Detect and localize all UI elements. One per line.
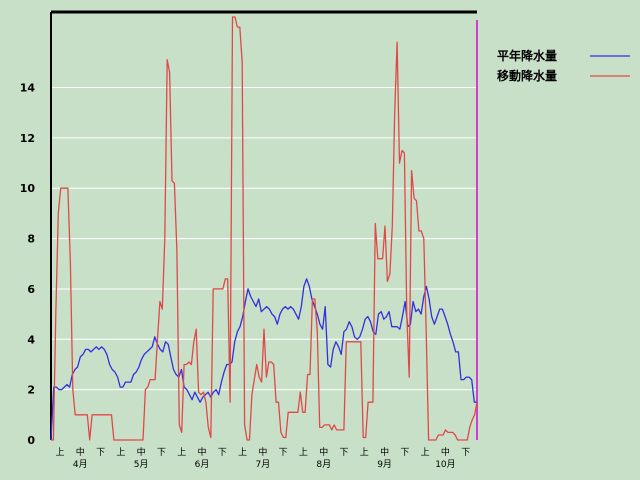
month-label: 7月 (255, 459, 270, 470)
x-tick-label: 中 (380, 446, 389, 458)
legend-label: 平年降水量 (497, 48, 557, 63)
x-tick-label: 中 (197, 446, 206, 458)
x-tick-label: 上 (360, 447, 369, 458)
y-tick-label: 12 (20, 132, 35, 145)
month-label: 10月 (435, 459, 455, 470)
x-tick-label: 中 (441, 446, 450, 458)
month-label: 4月 (73, 459, 88, 470)
x-tick-label: 下 (157, 448, 166, 458)
x-tick-label: 下 (461, 448, 470, 458)
y-tick-label: 8 (27, 233, 35, 246)
y-tick-label: 4 (27, 333, 35, 346)
axes (50, 10, 478, 440)
y-tick-label: 14 (20, 82, 36, 95)
x-tick-label: 中 (319, 446, 328, 458)
x-tick-label: 下 (400, 448, 409, 458)
y-tick-label: 2 (27, 384, 35, 397)
month-label: 6月 (195, 459, 210, 470)
x-tick-label: 上 (116, 447, 125, 458)
series-line-2 (51, 16, 478, 441)
month-label: 9月 (377, 459, 392, 470)
x-tick-label: 上 (238, 447, 247, 458)
x-tick-label: 中 (137, 446, 146, 458)
x-tick-label: 上 (421, 447, 430, 458)
x-tick-label: 中 (258, 446, 267, 458)
x-axis-ticks: 上中下4月上中下5月上中下6月上中下7月上中下8月上中下9月上中下10月 (55, 446, 470, 470)
grid-lines (51, 87, 477, 391)
x-tick-label: 下 (96, 448, 105, 458)
month-label: 5月 (134, 459, 149, 470)
y-axis-ticks: 0 2 4 6 8 10 12 14 (20, 82, 36, 447)
x-tick-label: 上 (55, 447, 64, 458)
y-tick-label: 10 (20, 182, 36, 195)
month-label: 8月 (316, 459, 331, 470)
series-lines (50, 16, 478, 441)
legend-label: 移動降水量 (497, 68, 557, 83)
x-tick-label: 下 (339, 448, 348, 458)
x-tick-label: 上 (177, 447, 186, 458)
x-tick-label: 上 (299, 447, 308, 458)
x-tick-label: 中 (76, 446, 85, 458)
x-tick-label: 下 (279, 448, 288, 458)
series-line-1 (50, 278, 477, 441)
y-tick-label: 0 (27, 434, 35, 447)
y-tick-label: 6 (27, 283, 35, 296)
x-tick-label: 下 (218, 448, 227, 458)
